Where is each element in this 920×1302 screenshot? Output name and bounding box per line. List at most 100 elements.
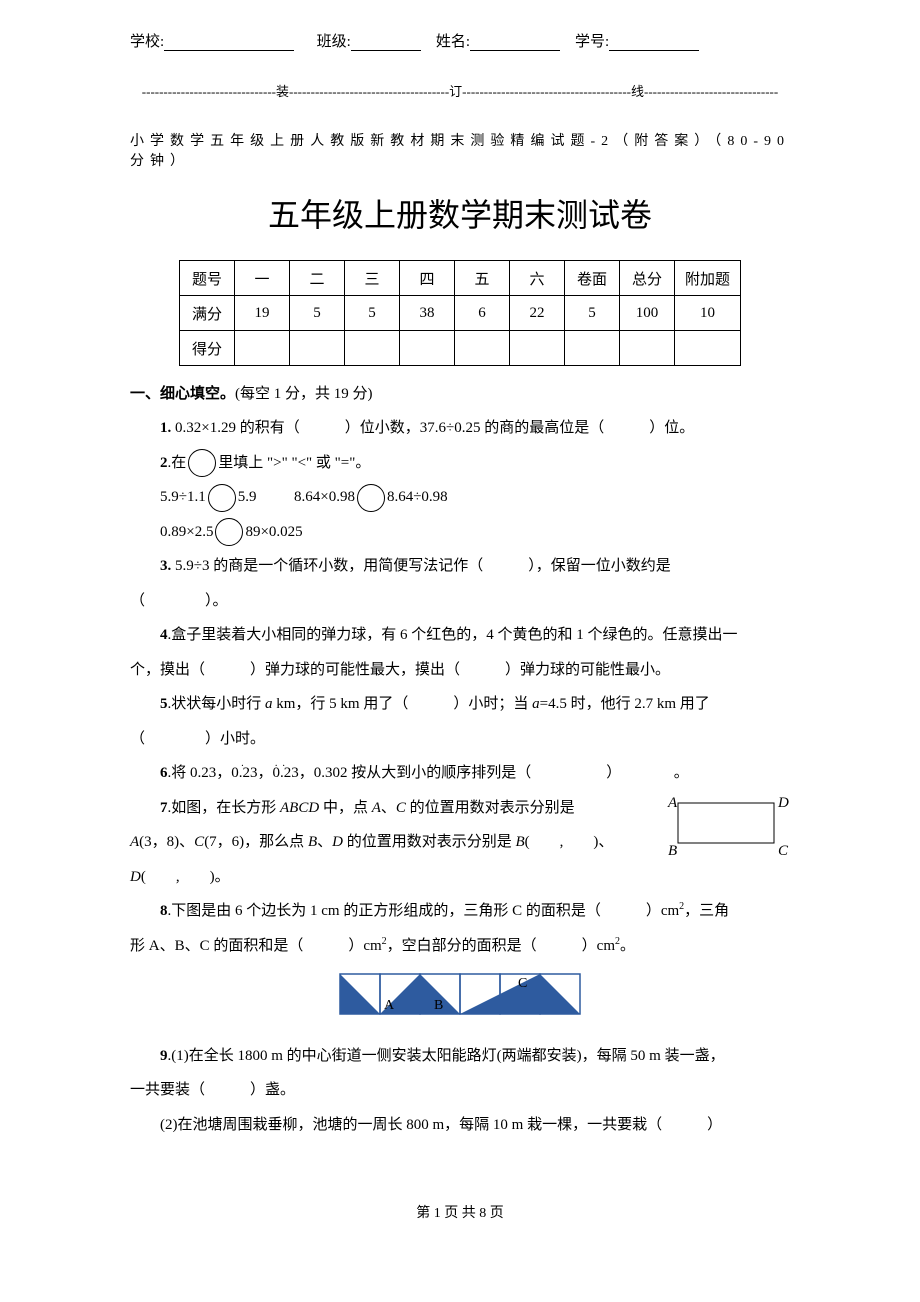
table-row: 满分 19 5 5 38 6 22 5 100 10 xyxy=(179,296,740,331)
school-underline xyxy=(164,34,294,51)
th: 三 xyxy=(344,261,399,296)
name-underline xyxy=(470,34,560,51)
q2-exp: 0.89×2.5 xyxy=(160,524,213,540)
var-B: B xyxy=(515,834,524,850)
q2-num: 2 xyxy=(160,455,168,471)
td: 38 xyxy=(399,296,454,331)
q5-num: 5 xyxy=(160,696,168,712)
th: 附加题 xyxy=(674,261,740,296)
q2-text: 里填上 ">" "<" 或 "="。 xyxy=(218,455,370,471)
th: 总分 xyxy=(619,261,674,296)
section-1-title-main: 一、细心填空。 xyxy=(130,386,235,402)
header-fields: 学校: 班级: 姓名: 学号: xyxy=(130,30,790,51)
name-label: 姓名: xyxy=(436,34,470,50)
q2: 2.在里填上 ">" "<" 或 "="。 xyxy=(130,446,790,481)
q7-line3: D( , )。 xyxy=(130,860,790,895)
q9-num: 9 xyxy=(160,1048,168,1064)
q4-text: .盒子里装着大小相同的弹力球，有 6 个红色的，4 个黄色的和 1 个绿色的。任… xyxy=(168,627,738,643)
td: 5 xyxy=(564,296,619,331)
q8-line2: 形 A、B、C 的面积和是（ ）cm2，空白部分的面积是（ ）cm2。 xyxy=(130,929,790,964)
td: 22 xyxy=(509,296,564,331)
q7-t3: 、 xyxy=(381,800,396,816)
q2-exp: 8.64×0.98 xyxy=(294,489,355,505)
q2-exp: 5.9 xyxy=(238,489,257,505)
q7-t4: 的位置用数对表示分别是 xyxy=(406,800,575,816)
q7-t5: (3，8)、 xyxy=(139,834,194,850)
q7-t1: .如图，在长方形 xyxy=(168,800,281,816)
var-C: C xyxy=(194,834,204,850)
q7-num: 7 xyxy=(160,800,168,816)
svg-text:B: B xyxy=(434,998,443,1013)
th: 四 xyxy=(399,261,454,296)
binding-dash-line: -------------------------------装--------… xyxy=(130,81,790,100)
circle-blank xyxy=(188,449,216,477)
q8-t3: 形 A、B、C 的面积和是（ ）cm xyxy=(130,938,382,954)
svg-text:C: C xyxy=(778,843,789,859)
q7-t2: 中，点 xyxy=(319,800,372,816)
school-label: 学校: xyxy=(130,34,164,50)
q6-num: 6 xyxy=(160,765,168,781)
id-underline xyxy=(609,34,699,51)
q9-line3: (2)在池塘周围栽垂柳，池塘的一周长 800 m，每隔 10 m 栽一棵，一共要… xyxy=(130,1108,790,1143)
svg-text:A: A xyxy=(667,795,678,811)
q7-t7: 、 xyxy=(317,834,332,850)
td: 5 xyxy=(289,296,344,331)
q8-t1: .下图是由 6 个边长为 1 cm 的正方形组成的，三角形 C 的面积是（ ）c… xyxy=(168,903,680,919)
q1-num: 1. xyxy=(160,420,171,436)
score-table: 题号 一 二 三 四 五 六 卷面 总分 附加题 满分 19 5 5 38 6 … xyxy=(179,260,741,366)
q4-num: 4 xyxy=(160,627,168,643)
svg-text:B: B xyxy=(668,843,677,859)
td xyxy=(234,331,289,366)
var-ABCD: ABCD xyxy=(280,800,319,816)
var-A: A xyxy=(130,834,139,850)
q7-t6: (7，6)，那么点 xyxy=(204,834,308,850)
td: 满分 xyxy=(179,296,234,331)
table-row: 得分 xyxy=(179,331,740,366)
q7-block: A D B C 7.如图，在长方形 ABCD 中，点 A、C 的位置用数对表示分… xyxy=(130,791,790,895)
th: 一 xyxy=(234,261,289,296)
rect-svg: A D B C xyxy=(660,791,790,861)
q2-exp: 89×0.025 xyxy=(245,524,302,540)
class-label: 班级: xyxy=(317,34,351,50)
svg-text:C: C xyxy=(518,976,527,991)
q6-period: 。 xyxy=(674,765,689,781)
td xyxy=(509,331,564,366)
q7-t8: 的位置用数对表示分别是 xyxy=(343,834,516,850)
main-title: 五年级上册数学期末测试卷 xyxy=(130,190,790,236)
td xyxy=(454,331,509,366)
q6: 6.将 0.23·，0.2·3·，0.23，0.302 按从大到小的顺序排列是（… xyxy=(130,756,790,791)
q2-line1: 5.9÷1.15.9 8.64×0.988.64÷0.98 xyxy=(130,480,790,515)
q1-text: 0.32×1.29 的积有（ ）位小数，37.6÷0.25 的商的最高位是（ ）… xyxy=(171,420,694,436)
var-A: A xyxy=(372,800,381,816)
svg-text:A: A xyxy=(384,998,395,1013)
th: 六 xyxy=(509,261,564,296)
td xyxy=(344,331,399,366)
td xyxy=(674,331,740,366)
q2-line2: 0.89×2.5 89×0.025 xyxy=(130,515,790,550)
th: 题号 xyxy=(179,261,234,296)
q9-t1: .(1)在全长 1800 m 的中心街道一侧安装太阳能路灯(两端都安装)，每隔 … xyxy=(168,1048,725,1064)
th: 二 xyxy=(289,261,344,296)
td: 5 xyxy=(344,296,399,331)
table-row: 题号 一 二 三 四 五 六 卷面 总分 附加题 xyxy=(179,261,740,296)
var-D: D xyxy=(130,869,141,885)
triangle-svg: A B C xyxy=(330,969,590,1019)
class-underline xyxy=(351,34,421,51)
q5-text2: km，行 5 km 用了（ ）小时；当 xyxy=(273,696,533,712)
q5-text: .状状每小时行 xyxy=(168,696,266,712)
td xyxy=(564,331,619,366)
q3: 3. 5.9÷3 的商是一个循环小数，用简便写法记作（ ），保留一位小数约是 xyxy=(130,549,790,584)
q5: 5.状状每小时行 a km，行 5 km 用了（ ）小时；当 a=4.5 时，他… xyxy=(130,687,790,722)
q9-line2: 一共要装（ ）盏。 xyxy=(130,1073,790,1108)
svg-text:D: D xyxy=(777,795,789,811)
th: 卷面 xyxy=(564,261,619,296)
q2-exp: 8.64÷0.98 xyxy=(387,489,448,505)
td xyxy=(619,331,674,366)
circle-blank xyxy=(215,518,243,546)
subtitle: 小学数学五年级上册人教版新教材期末测验精编试题-2（附答案）（80-90分钟） xyxy=(130,130,790,170)
td xyxy=(399,331,454,366)
triangle-grid-figure: A B C xyxy=(130,969,790,1033)
q8: 8.下图是由 6 个边长为 1 cm 的正方形组成的，三角形 C 的面积是（ ）… xyxy=(130,894,790,929)
q7-t10: ( , )。 xyxy=(141,869,230,885)
q3-text: 5.9÷3 的商是一个循环小数，用简便写法记作（ ），保留一位小数约是 xyxy=(171,558,671,574)
